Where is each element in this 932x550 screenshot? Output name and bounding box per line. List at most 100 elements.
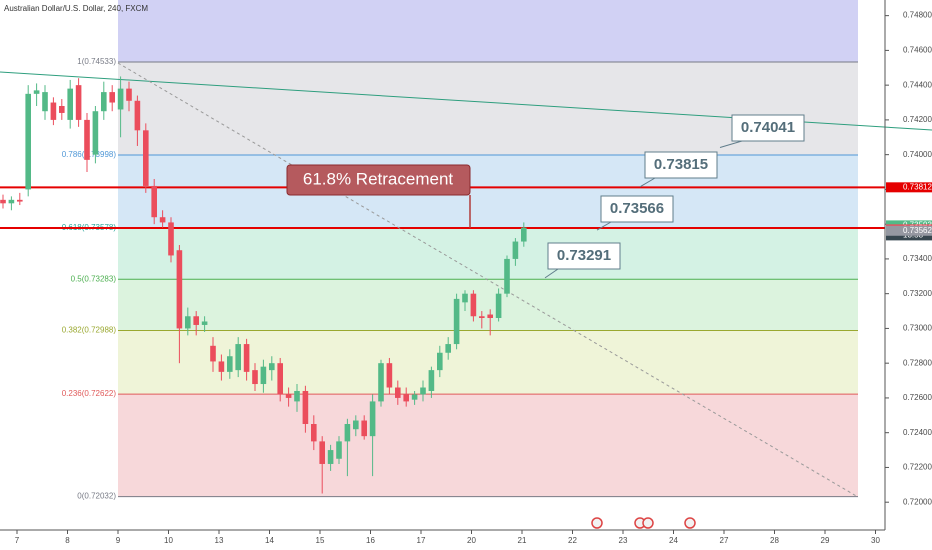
candle-body [479,316,485,318]
candle-body [437,352,443,371]
fib-band [118,330,858,395]
candle-body [0,199,6,204]
x-tick-label: 13 [215,536,224,545]
x-tick-label: 16 [366,536,375,545]
candle-body [8,199,15,204]
x-tick-label: 30 [871,536,880,545]
y-tick-label: 0.72600 [903,393,932,402]
candle-body [512,241,519,259]
candle-body [369,401,376,437]
candle-body [462,293,468,303]
x-tick-label: 28 [770,536,779,545]
price-label-box [886,182,932,193]
candle-body [504,258,510,294]
fib-band [118,0,858,63]
candle-body [235,344,241,371]
x-tick-label: 23 [619,536,628,545]
candle-body [25,93,31,190]
callout-text: 0.73815 [654,156,708,173]
candle-body [42,92,48,112]
y-tick-label: 0.74800 [903,11,932,20]
candle-body [134,100,141,131]
candle-body [210,345,216,362]
callout-pointer [544,268,559,279]
callout-box [600,195,674,223]
y-tick-label: 0.73000 [903,324,932,333]
candle-body [84,119,90,160]
event-icon [591,517,603,529]
fib-band [118,155,858,228]
candle-body [445,344,451,353]
candle-body [378,363,384,402]
candle-body [193,316,199,325]
candle-body [269,363,275,371]
callout-box [731,114,805,142]
candle-body [428,370,435,391]
y-tick-label: 0.73400 [903,254,932,263]
y-tick-label: 0.74000 [903,150,932,159]
candle-body [126,88,132,101]
y-tick-label: 0.72400 [903,428,932,437]
candle-body [75,85,82,120]
candle-body [327,450,334,464]
price-label: 0.73562 [903,226,932,235]
candle-body [151,185,157,218]
candle-body [168,222,174,256]
event-icon [684,517,696,529]
candle-body [344,424,351,442]
candle-body [361,420,367,437]
x-tick-label: 29 [821,536,830,545]
x-tick-label: 17 [417,536,426,545]
x-tick-label: 15 [316,536,325,545]
x-tick-label: 24 [669,536,678,545]
candle-body [285,394,292,398]
candle-body [302,390,309,424]
fib-label: 0.236(0.72622) [62,389,117,398]
event-icons [591,517,696,529]
chart-title: Australian Dollar/U.S. Dollar, 240, FXCM [4,4,148,13]
y-tick-label: 0.74600 [903,46,932,55]
annotation-text: 61.8% Retracement [303,169,454,188]
candle-body [453,298,460,345]
callout-box [644,151,718,179]
fib-label: 0.382(0.72988) [62,326,117,335]
annotation-box [286,164,471,196]
x-tick-label: 22 [568,536,577,545]
y-tick-label: 0.72200 [903,463,932,472]
y-tick-label: 0.74200 [903,115,932,124]
fib-band [118,227,858,280]
candle-body [411,394,418,400]
candle-body [227,356,233,372]
candle-body [218,361,225,372]
candle-body [319,441,325,464]
candle-body [353,420,359,430]
x-tick-label: 10 [164,536,173,545]
y-tick-label: 0.72800 [903,358,932,367]
y-tick-label: 0.73200 [903,289,932,298]
candle-body [159,217,166,223]
candle-body [92,111,99,155]
fib-band [118,394,858,497]
candle-body [336,441,342,459]
x-tick-label: 27 [720,536,729,545]
candle-body [143,130,149,186]
candle-body [420,387,426,395]
candle-body [252,370,258,385]
candle-body [470,293,477,317]
candle-body [487,314,493,318]
candle-body [109,92,115,103]
candle-body [67,88,73,120]
callout-pointer [639,177,656,188]
candle-body [277,363,283,395]
x-tick-label: 7 [15,536,20,545]
x-tick-label: 20 [467,536,476,545]
event-icon [642,517,654,529]
fib-diagonal [117,62,859,498]
candle-body [50,102,57,120]
fib-label: 0(0.72032) [77,492,116,501]
candle-body [294,390,300,402]
candle-body [101,92,107,112]
candle-body [495,293,502,318]
fib-label: 1(0.74533) [77,57,116,66]
